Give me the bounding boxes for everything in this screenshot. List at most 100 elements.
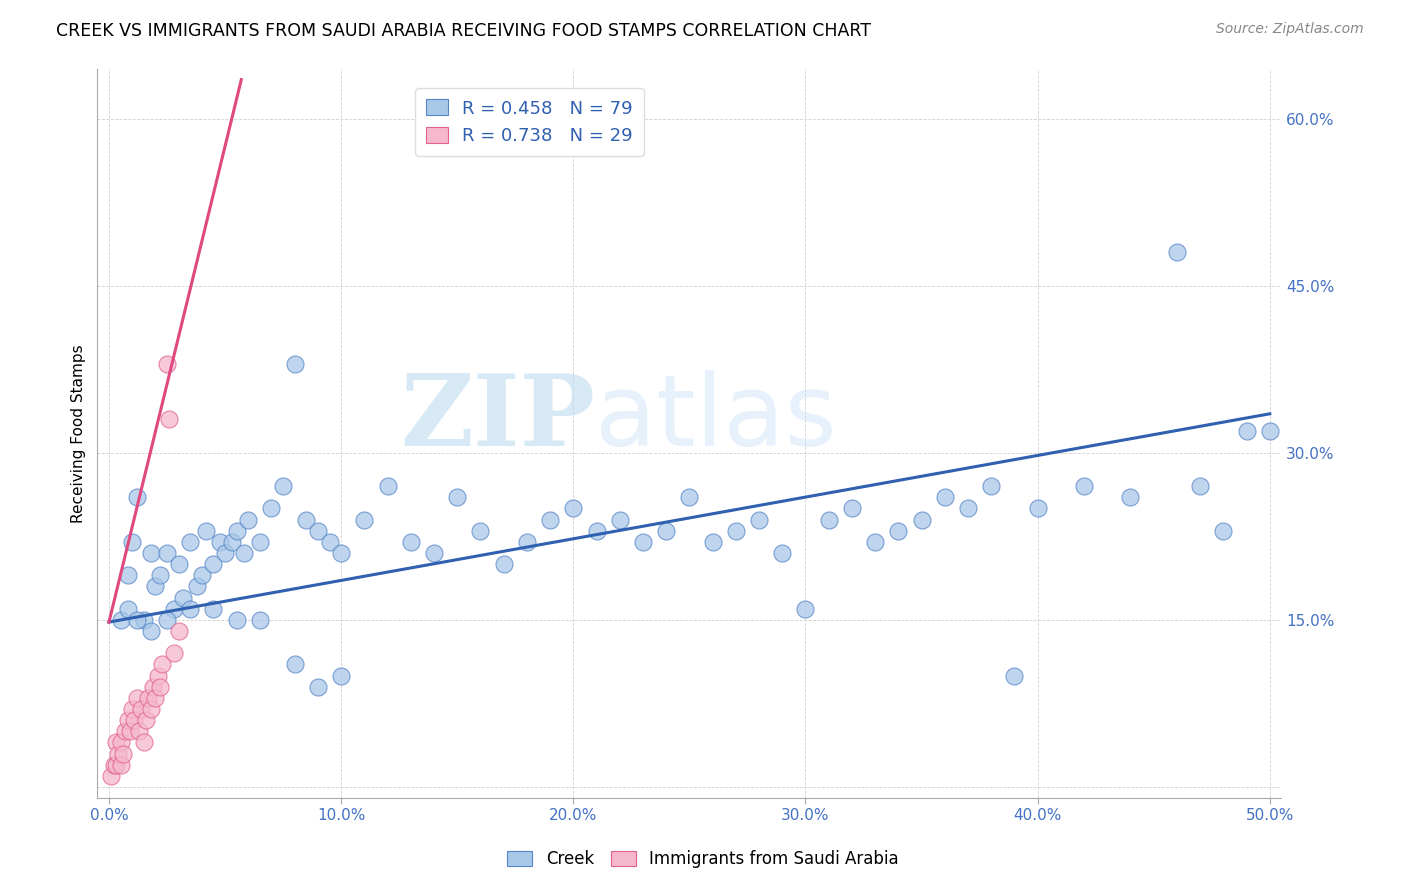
- Point: [260, 501, 283, 516]
- Point: [149, 680, 172, 694]
- Point: [117, 601, 139, 615]
- Point: [330, 668, 353, 682]
- Point: [191, 568, 214, 582]
- Point: [399, 534, 422, 549]
- Point: [1166, 245, 1188, 260]
- Point: [139, 624, 162, 638]
- Point: [118, 724, 141, 739]
- Text: ZIP: ZIP: [399, 370, 595, 467]
- Text: CREEK VS IMMIGRANTS FROM SAUDI ARABIA RECEIVING FOOD STAMPS CORRELATION CHART: CREEK VS IMMIGRANTS FROM SAUDI ARABIA RE…: [56, 22, 872, 40]
- Point: [678, 491, 700, 505]
- Text: Source: ZipAtlas.com: Source: ZipAtlas.com: [1216, 22, 1364, 37]
- Point: [748, 513, 770, 527]
- Point: [156, 357, 179, 371]
- Point: [167, 557, 190, 571]
- Point: [980, 479, 1002, 493]
- Point: [117, 568, 139, 582]
- Point: [817, 513, 839, 527]
- Point: [841, 501, 863, 516]
- Point: [295, 513, 318, 527]
- Point: [794, 601, 817, 615]
- Point: [121, 534, 143, 549]
- Point: [146, 668, 169, 682]
- Point: [156, 613, 179, 627]
- Point: [167, 624, 190, 638]
- Point: [631, 534, 654, 549]
- Point: [111, 747, 134, 761]
- Point: [585, 524, 607, 538]
- Point: [209, 534, 232, 549]
- Point: [114, 724, 136, 739]
- Point: [609, 513, 631, 527]
- Point: [145, 690, 167, 705]
- Point: [135, 713, 157, 727]
- Point: [221, 534, 243, 549]
- Point: [121, 702, 143, 716]
- Point: [172, 591, 194, 605]
- Y-axis label: Receiving Food Stamps: Receiving Food Stamps: [72, 344, 86, 523]
- Point: [702, 534, 724, 549]
- Text: atlas: atlas: [595, 370, 837, 467]
- Point: [104, 757, 127, 772]
- Point: [284, 357, 307, 371]
- Point: [104, 735, 127, 749]
- Point: [117, 713, 139, 727]
- Point: [103, 757, 125, 772]
- Point: [562, 501, 585, 516]
- Point: [150, 657, 173, 672]
- Point: [284, 657, 307, 672]
- Point: [377, 479, 399, 493]
- Point: [910, 513, 932, 527]
- Point: [423, 546, 446, 560]
- Point: [132, 735, 155, 749]
- Point: [186, 579, 208, 593]
- Point: [107, 747, 129, 761]
- Point: [214, 546, 236, 560]
- Point: [1212, 524, 1234, 538]
- Legend: Creek, Immigrants from Saudi Arabia: Creek, Immigrants from Saudi Arabia: [501, 844, 905, 875]
- Point: [132, 613, 155, 627]
- Point: [139, 546, 162, 560]
- Point: [128, 724, 150, 739]
- Point: [163, 646, 186, 660]
- Point: [238, 513, 260, 527]
- Point: [163, 601, 186, 615]
- Point: [470, 524, 492, 538]
- Point: [538, 513, 561, 527]
- Point: [1002, 668, 1025, 682]
- Point: [330, 546, 353, 560]
- Point: [110, 757, 132, 772]
- Point: [1189, 479, 1212, 493]
- Point: [863, 534, 886, 549]
- Point: [249, 613, 271, 627]
- Point: [492, 557, 515, 571]
- Point: [145, 579, 167, 593]
- Point: [318, 534, 340, 549]
- Point: [887, 524, 910, 538]
- Point: [956, 501, 979, 516]
- Point: [307, 524, 329, 538]
- Point: [157, 412, 180, 426]
- Point: [1258, 424, 1281, 438]
- Point: [202, 601, 225, 615]
- Point: [232, 546, 254, 560]
- Point: [195, 524, 218, 538]
- Point: [1119, 491, 1142, 505]
- Point: [446, 491, 468, 505]
- Point: [142, 680, 165, 694]
- Point: [353, 513, 375, 527]
- Point: [125, 690, 148, 705]
- Point: [125, 491, 148, 505]
- Point: [110, 735, 132, 749]
- Point: [934, 491, 956, 505]
- Point: [138, 690, 160, 705]
- Point: [1236, 424, 1258, 438]
- Point: [225, 524, 247, 538]
- Point: [1026, 501, 1049, 516]
- Point: [516, 534, 538, 549]
- Point: [179, 534, 201, 549]
- Point: [100, 769, 122, 783]
- Point: [202, 557, 225, 571]
- Point: [125, 613, 148, 627]
- Point: [149, 568, 172, 582]
